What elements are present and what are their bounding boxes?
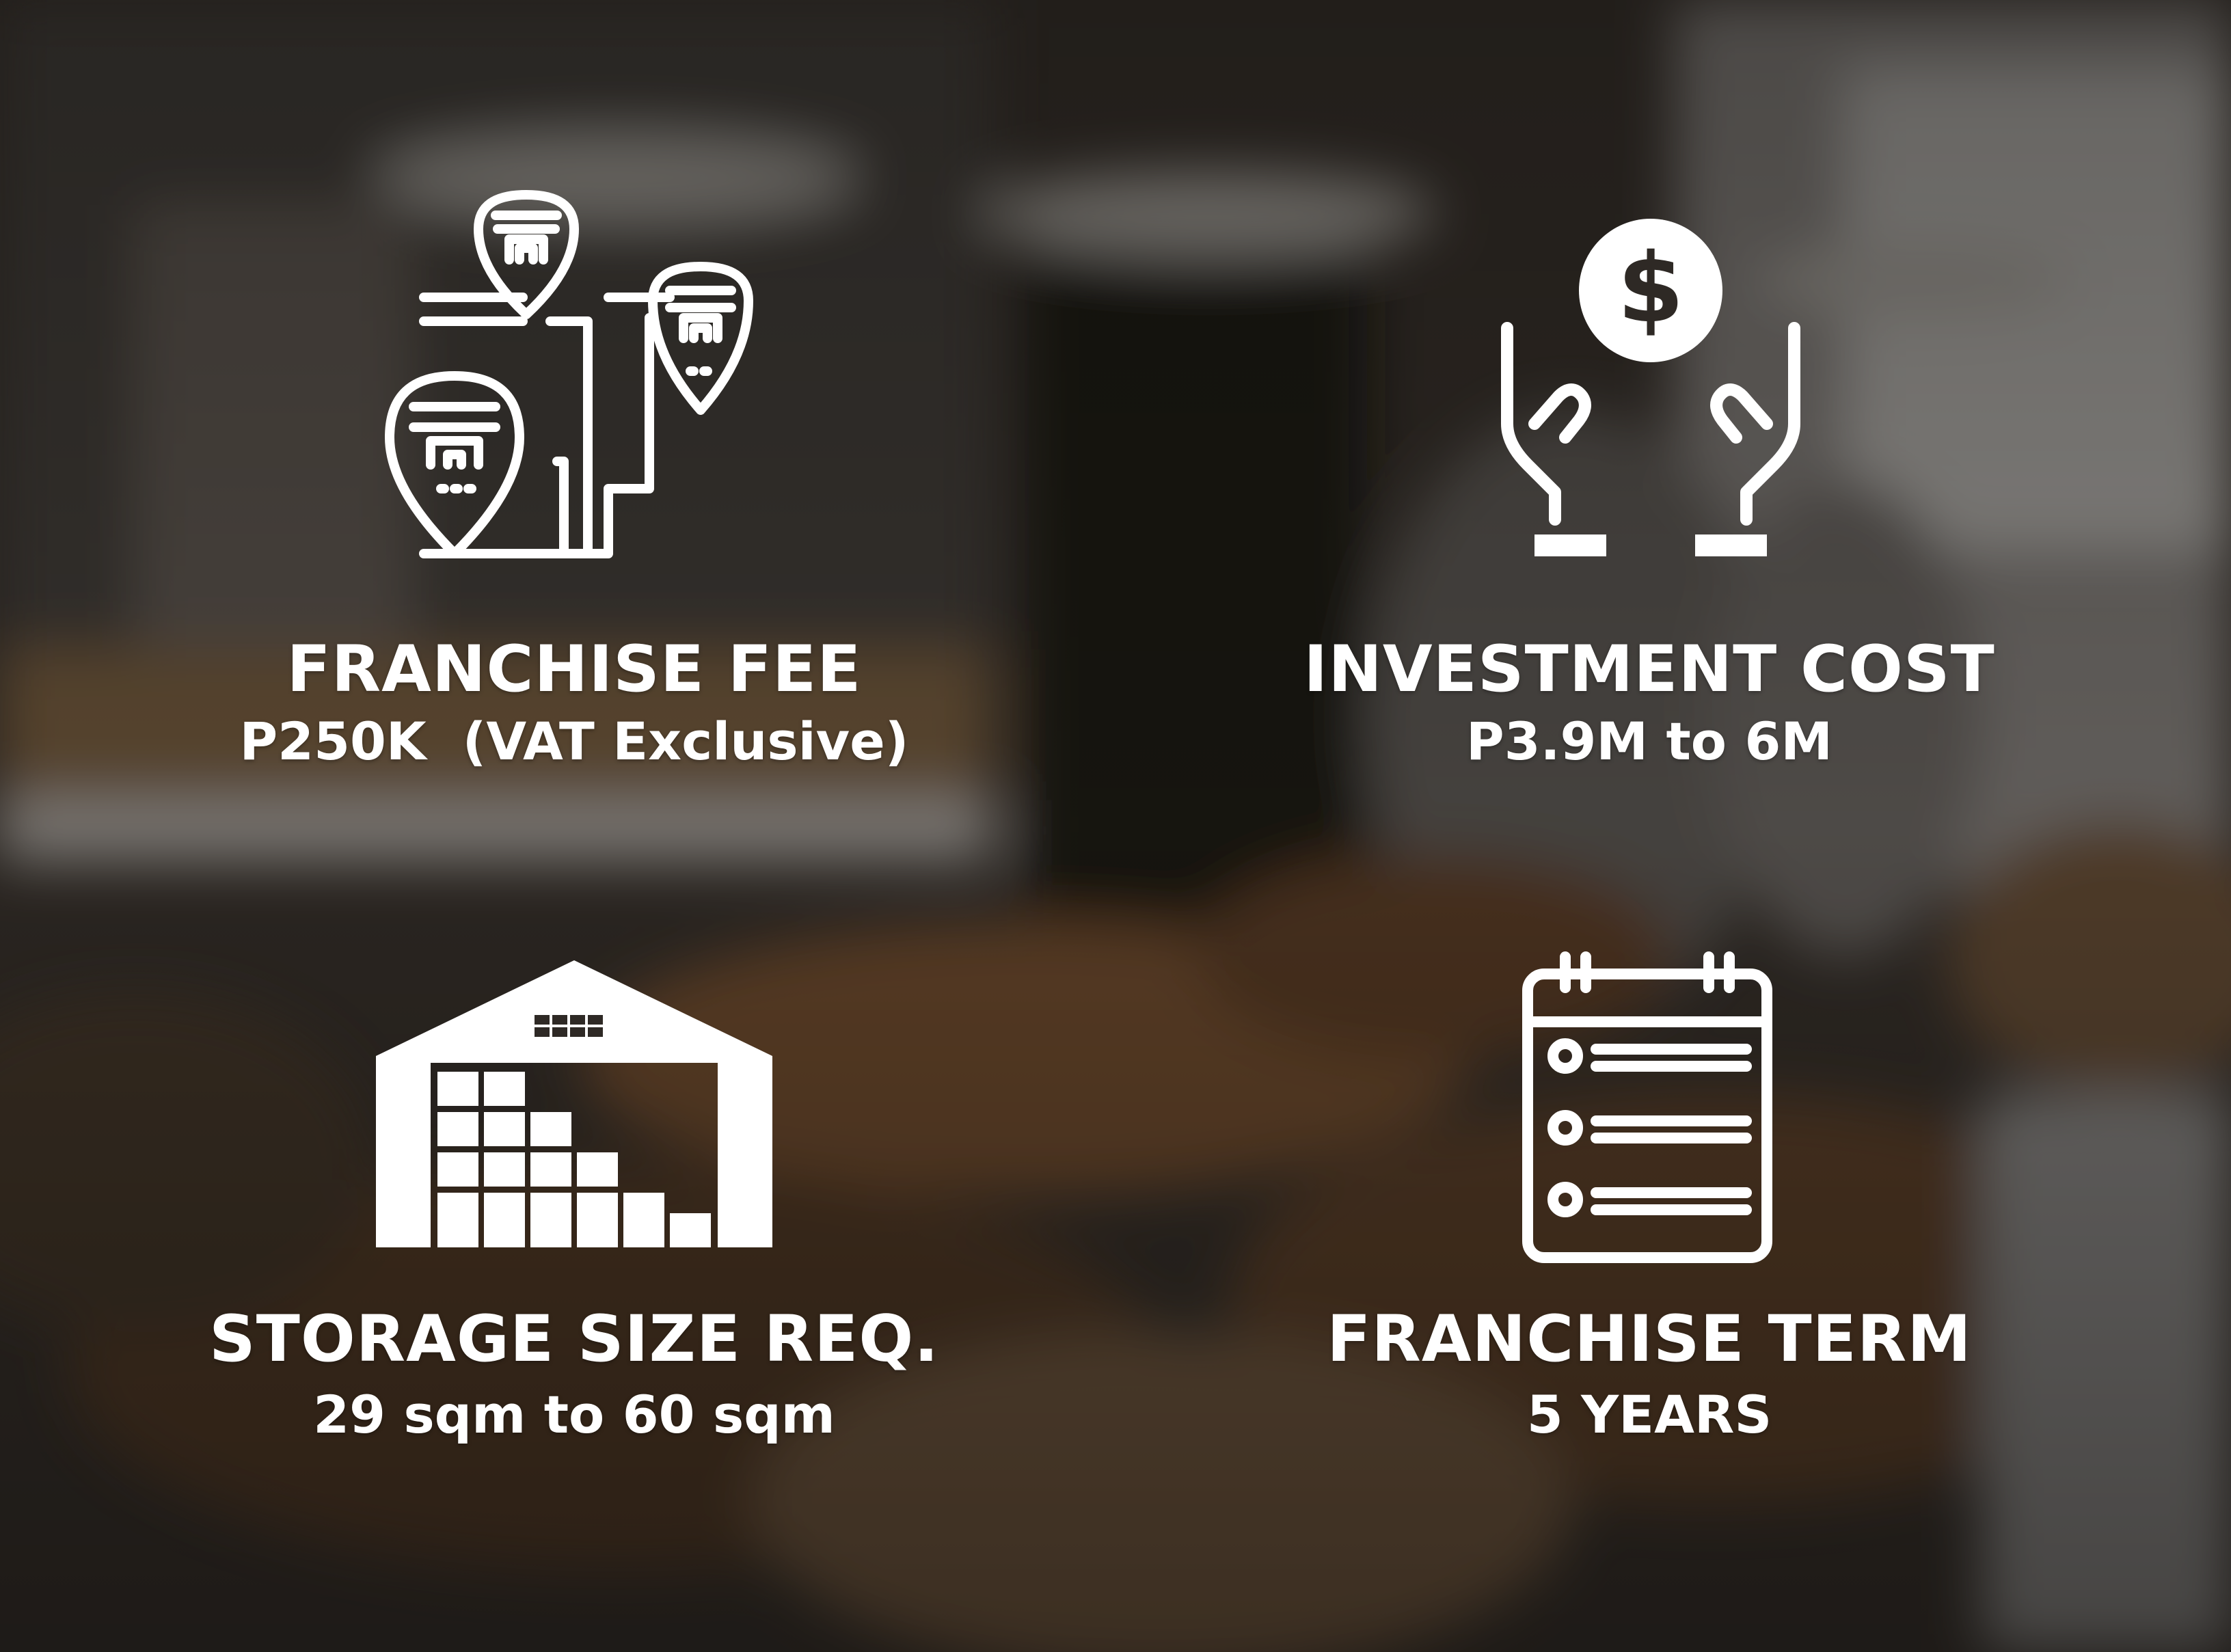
franchise-fee-value: P250K (VAT Exclusive) [239,711,909,772]
calendar-list-icon [1517,950,1777,1264]
store-location-pins-icon [383,188,766,574]
investment-cost-value: P3.9M to 6M [1466,711,1833,772]
investment-cost-title: INVESTMENT COST [1303,632,1995,707]
svg-text:$: $ [1617,233,1684,344]
storage-size-value: 29 sqm to 60 sqm [313,1384,835,1445]
storage-size-title: STORAGE SIZE REQ. [209,1302,939,1377]
franchise-fee-title: FRANCHISE FEE [286,632,862,707]
warehouse-icon [376,960,772,1247]
hands-holding-dollar-icon: $ [1493,219,1808,560]
franchise-term-title: FRANCHISE TERM [1327,1302,1972,1377]
franchise-term-value: 5 YEARS [1526,1384,1772,1445]
